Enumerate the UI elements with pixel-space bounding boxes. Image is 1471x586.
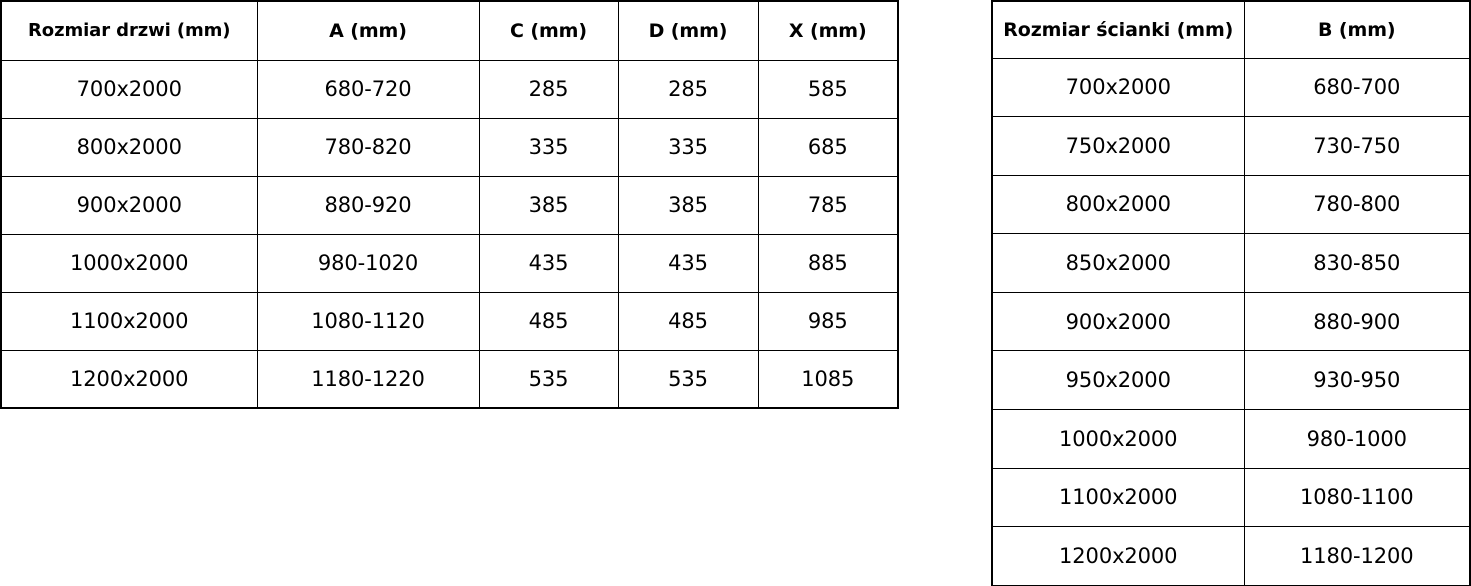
table-row: 1200x2000 1180-1220 535 535 1085 <box>0 349 899 409</box>
wall-panel-size-table-header: Rozmiar ścianki (mm) B (mm) <box>991 0 1471 59</box>
cell-b: 930-950 <box>1243 350 1471 411</box>
cell-d: 385 <box>617 175 759 235</box>
table-row: 1200x2000 1180-1200 <box>991 526 1471 586</box>
cell-wall-size: 800x2000 <box>991 174 1245 235</box>
column-header-a: A (mm) <box>256 0 480 61</box>
table-row: 1100x2000 1080-1100 <box>991 467 1471 528</box>
cell-a: 780-820 <box>256 117 480 177</box>
cell-a: 980-1020 <box>256 233 480 293</box>
table-row: 900x2000 880-920 385 385 785 <box>0 175 899 235</box>
cell-wall-size: 1200x2000 <box>991 526 1245 586</box>
column-header-x: X (mm) <box>757 0 899 61</box>
cell-wall-size: 900x2000 <box>991 291 1245 352</box>
cell-d: 435 <box>617 233 759 293</box>
cell-a: 1080-1120 <box>256 291 480 351</box>
cell-x: 985 <box>757 291 899 351</box>
cell-b: 1180-1200 <box>1243 526 1471 586</box>
table-row: 850x2000 830-850 <box>991 233 1471 293</box>
cell-wall-size: 700x2000 <box>991 57 1245 118</box>
cell-x: 685 <box>757 117 899 177</box>
table-row: 800x2000 780-800 <box>991 174 1471 235</box>
door-size-table-header: Rozmiar drzwi (mm) A (mm) C (mm) D (mm) … <box>0 0 899 61</box>
cell-c: 435 <box>478 233 619 293</box>
cell-wall-size: 850x2000 <box>991 233 1245 293</box>
cell-c: 535 <box>478 349 619 409</box>
cell-door-size: 900x2000 <box>0 175 258 235</box>
cell-a: 880-920 <box>256 175 480 235</box>
table-row: 1100x2000 1080-1120 485 485 985 <box>0 291 899 351</box>
table-row: 1000x2000 980-1020 435 435 885 <box>0 233 899 293</box>
cell-c: 285 <box>478 59 619 119</box>
door-size-table: Rozmiar drzwi (mm) A (mm) C (mm) D (mm) … <box>0 0 899 409</box>
column-header-c: C (mm) <box>478 0 619 61</box>
cell-wall-size: 950x2000 <box>991 350 1245 411</box>
table-row: 800x2000 780-820 335 335 685 <box>0 117 899 177</box>
table-row: 900x2000 880-900 <box>991 291 1471 352</box>
column-header-d: D (mm) <box>617 0 759 61</box>
cell-b: 730-750 <box>1243 116 1471 176</box>
cell-b: 980-1000 <box>1243 409 1471 469</box>
cell-d: 485 <box>617 291 759 351</box>
table-row: 700x2000 680-720 285 285 585 <box>0 59 899 119</box>
cell-a: 1180-1220 <box>256 349 480 409</box>
cell-x: 785 <box>757 175 899 235</box>
cell-a: 680-720 <box>256 59 480 119</box>
table-row: 700x2000 680-700 <box>991 57 1471 118</box>
cell-d: 335 <box>617 117 759 177</box>
cell-door-size: 1000x2000 <box>0 233 258 293</box>
cell-wall-size: 750x2000 <box>991 116 1245 176</box>
cell-c: 485 <box>478 291 619 351</box>
cell-door-size: 800x2000 <box>0 117 258 177</box>
wall-panel-size-table-body: 700x2000 680-700 750x2000 730-750 800x20… <box>991 57 1471 586</box>
table-row: 750x2000 730-750 <box>991 116 1471 176</box>
cell-door-size: 700x2000 <box>0 59 258 119</box>
table-row: 1000x2000 980-1000 <box>991 409 1471 469</box>
cell-c: 335 <box>478 117 619 177</box>
cell-c: 385 <box>478 175 619 235</box>
cell-wall-size: 1100x2000 <box>991 467 1245 528</box>
wall-panel-size-table: Rozmiar ścianki (mm) B (mm) 700x2000 680… <box>991 0 1471 586</box>
cell-x: 1085 <box>757 349 899 409</box>
table-row: 950x2000 930-950 <box>991 350 1471 411</box>
cell-b: 680-700 <box>1243 57 1471 118</box>
table-header-row: Rozmiar drzwi (mm) A (mm) C (mm) D (mm) … <box>0 0 899 61</box>
cell-wall-size: 1000x2000 <box>991 409 1245 469</box>
cell-door-size: 1100x2000 <box>0 291 258 351</box>
cell-d: 535 <box>617 349 759 409</box>
table-header-row: Rozmiar ścianki (mm) B (mm) <box>991 0 1471 59</box>
cell-door-size: 1200x2000 <box>0 349 258 409</box>
cell-d: 285 <box>617 59 759 119</box>
cell-b: 880-900 <box>1243 291 1471 352</box>
column-header-wall-size: Rozmiar ścianki (mm) <box>991 0 1245 59</box>
cell-x: 885 <box>757 233 899 293</box>
cell-x: 585 <box>757 59 899 119</box>
column-header-door-size: Rozmiar drzwi (mm) <box>0 0 258 61</box>
cell-b: 830-850 <box>1243 233 1471 293</box>
cell-b: 780-800 <box>1243 174 1471 235</box>
column-header-b: B (mm) <box>1243 0 1471 59</box>
cell-b: 1080-1100 <box>1243 467 1471 528</box>
door-size-table-body: 700x2000 680-720 285 285 585 800x2000 78… <box>0 59 899 409</box>
